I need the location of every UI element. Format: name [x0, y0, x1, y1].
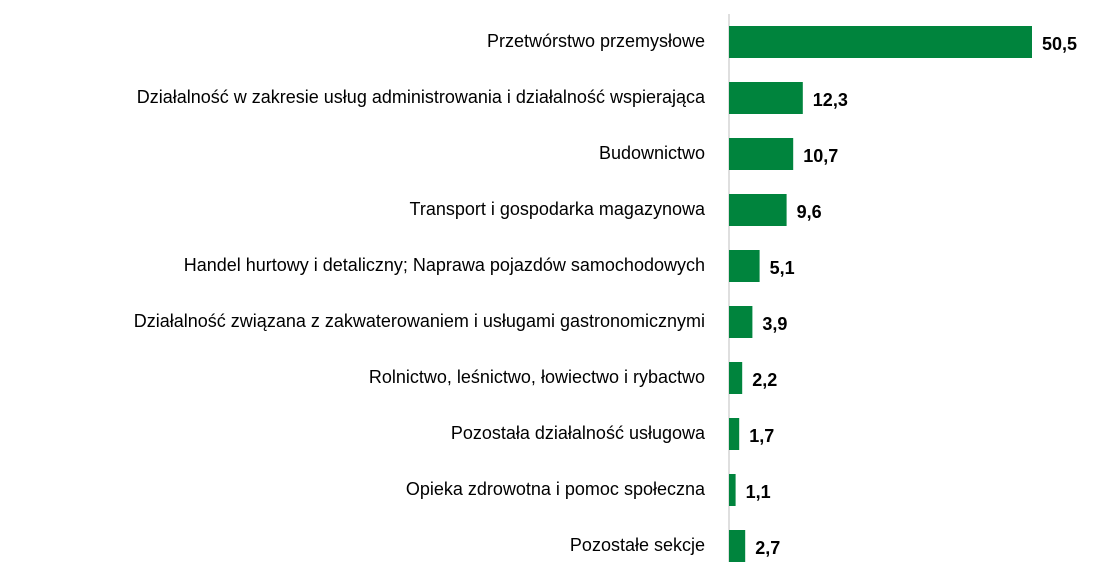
value-label: 12,3: [813, 90, 848, 110]
y-tick-label: Transport i gospodarka magazynowa: [410, 199, 706, 219]
value-label: 5,1: [770, 258, 795, 278]
y-tick-label: Handel hurtowy i detaliczny; Naprawa poj…: [184, 255, 705, 275]
bar: [729, 530, 746, 562]
y-tick-label: Działalność związana z zakwaterowaniem i…: [134, 311, 705, 331]
bar: [729, 138, 794, 170]
y-tick-label: Budownictwo: [599, 143, 705, 163]
y-tick-label: Pozostała działalność usługowa: [451, 423, 706, 443]
bar: [729, 82, 803, 114]
value-label: 9,6: [797, 202, 822, 222]
bar: [729, 194, 787, 226]
value-label: 10,7: [803, 146, 838, 166]
bar: [729, 418, 740, 450]
bar: [729, 362, 743, 394]
bar: [729, 474, 736, 506]
value-label: 1,7: [749, 426, 774, 446]
y-tick-label: Przetwórstwo przemysłowe: [487, 31, 705, 51]
y-tick-label: Działalność w zakresie usług administrow…: [137, 87, 706, 107]
y-tick-label: Rolnictwo, leśnictwo, łowiectwo i rybact…: [369, 367, 705, 387]
bar: [729, 306, 753, 338]
y-tick-label: Pozostałe sekcje: [570, 535, 705, 555]
value-label: 50,5: [1042, 34, 1077, 54]
value-label: 2,2: [752, 370, 777, 390]
value-label: 3,9: [762, 314, 787, 334]
value-label: 2,7: [755, 538, 780, 558]
bar: [729, 26, 1032, 58]
value-label: 1,1: [746, 482, 771, 502]
bar: [729, 250, 760, 282]
y-tick-label: Opieka zdrowotna i pomoc społeczna: [406, 479, 706, 499]
